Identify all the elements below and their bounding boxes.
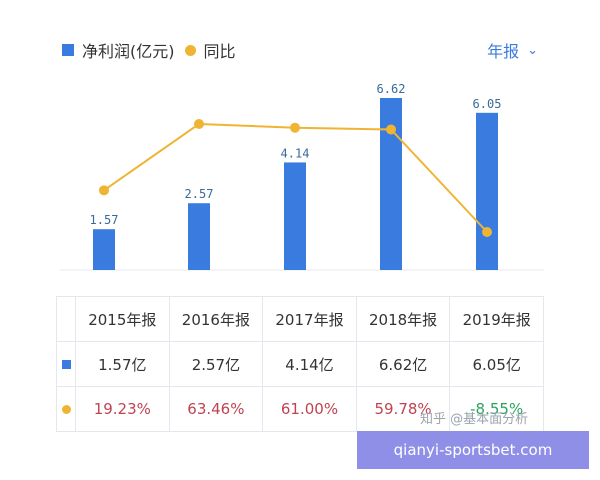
period-selector[interactable]: 年报 ⌄ xyxy=(487,38,538,62)
yoy-point xyxy=(482,227,492,237)
bar-value-label: 6.62 xyxy=(377,82,406,96)
table-row-yoy: 19.23% 63.46% 61.00% 59.78% -8.55% xyxy=(56,386,544,432)
period-selector-label: 年报 xyxy=(487,42,520,61)
table-header-cell: 2016年报 xyxy=(168,296,264,342)
table-header-cell: 2015年报 xyxy=(75,296,170,342)
table-corner-cell xyxy=(56,296,76,342)
yoy-point xyxy=(290,122,300,133)
bar-legend-label: 净利润(亿元) xyxy=(82,42,175,61)
table-cell: 6.62亿 xyxy=(355,341,451,387)
yoy-point xyxy=(386,124,396,135)
yoy-point xyxy=(194,119,204,129)
table-header-cell: 2018年报 xyxy=(355,296,451,342)
bar-series-icon xyxy=(61,360,71,369)
data-table: 2015年报 2016年报 2017年报 2018年报 2019年报 1.57亿… xyxy=(56,296,544,432)
chart-legend: 净利润(亿元) 同比 xyxy=(62,38,236,62)
table-cell: 63.46% xyxy=(168,386,264,432)
table-cell: 59.78% xyxy=(355,386,451,432)
bar xyxy=(284,162,306,270)
table-cell: 6.05亿 xyxy=(449,341,544,387)
chevron-down-icon: ⌄ xyxy=(527,42,538,58)
bar-value-label: 1.57 xyxy=(90,213,119,227)
bar xyxy=(93,229,115,270)
bar-value-label: 6.05 xyxy=(473,97,502,111)
table-cell: 2.57亿 xyxy=(168,341,264,387)
banner-text: qianyi-sportsbet.com xyxy=(393,441,553,459)
bar xyxy=(476,112,498,271)
profit-row-icon-cell xyxy=(56,341,76,387)
yoy-point xyxy=(99,185,109,196)
yoy-row-icon-cell xyxy=(56,386,76,432)
bar xyxy=(380,98,402,270)
line-legend-label: 同比 xyxy=(203,42,236,61)
bar-legend-swatch xyxy=(62,44,74,56)
site-banner[interactable]: qianyi-sportsbet.com xyxy=(357,431,589,469)
watermark: 知乎 @基本面分析 xyxy=(420,412,529,427)
bar-value-label: 4.14 xyxy=(281,146,310,160)
bar xyxy=(188,203,210,270)
table-cell: -8.55% xyxy=(449,386,544,432)
bar-value-label: 2.57 xyxy=(185,187,214,201)
line-series-icon xyxy=(61,405,71,414)
table-cell: 19.23% xyxy=(75,386,170,432)
table-header-row: 2015年报 2016年报 2017年报 2018年报 2019年报 xyxy=(56,296,544,342)
table-cell: 1.57亿 xyxy=(75,341,170,387)
table-header-cell: 2019年报 xyxy=(449,296,544,342)
table-cell: 4.14亿 xyxy=(262,341,357,387)
table-header-cell: 2017年报 xyxy=(262,296,357,342)
table-cell: 61.00% xyxy=(262,386,357,432)
line-legend-swatch xyxy=(184,44,196,56)
chart-canvas: 1.57 2.57 4.14 6.62 6.05 xyxy=(60,82,544,271)
table-row-profit: 1.57亿 2.57亿 4.14亿 6.62亿 6.05亿 xyxy=(56,341,544,387)
